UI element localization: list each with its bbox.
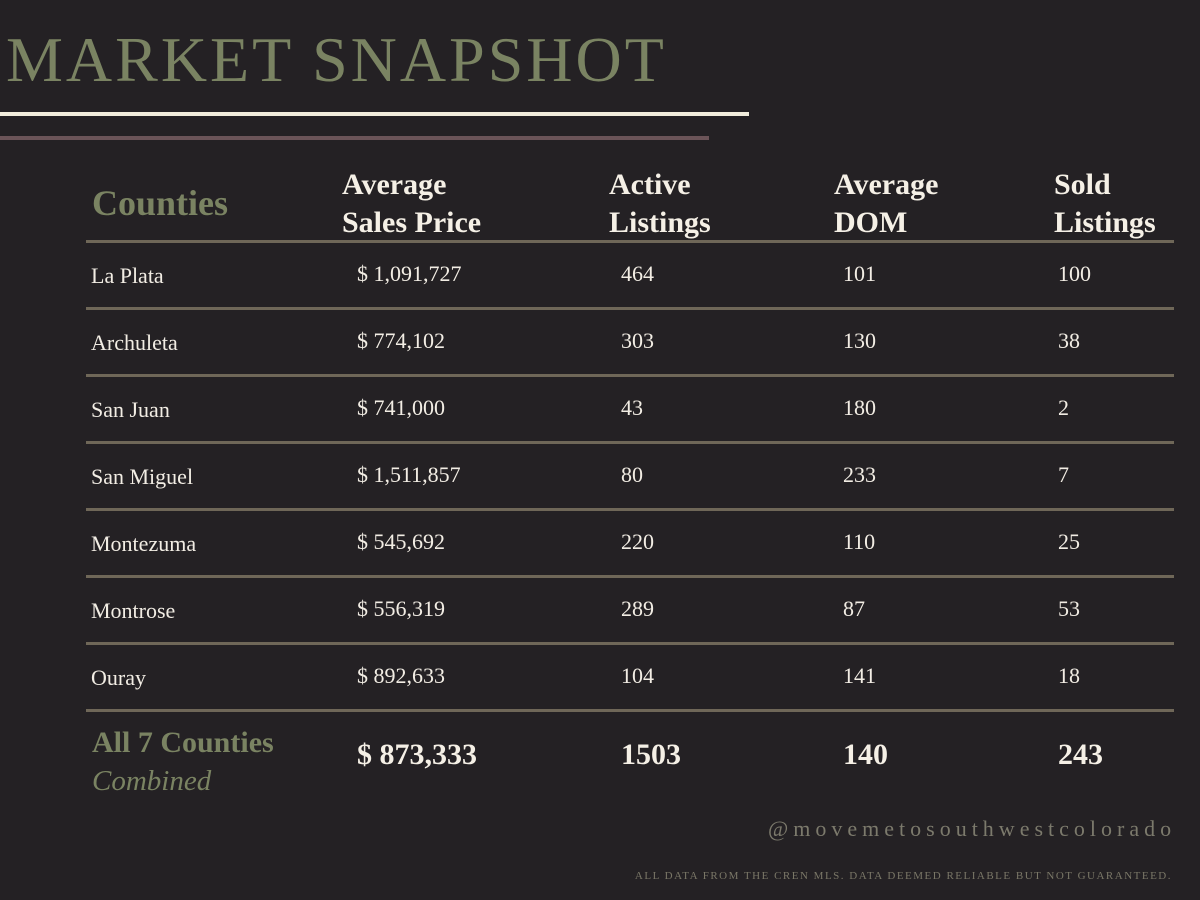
county-name: San Juan xyxy=(91,397,170,422)
average-dom: 180 xyxy=(843,395,876,420)
active-listings: 464 xyxy=(621,261,654,286)
county-name: Archuleta xyxy=(91,330,178,355)
average-dom: 87 xyxy=(843,596,865,621)
table-header: Counties Average Sales Price Active List… xyxy=(86,160,1174,243)
title-underline-mauve xyxy=(0,136,709,140)
active-listings: 289 xyxy=(621,596,654,621)
total-average-dom: 140 xyxy=(843,738,888,771)
average-dom: 101 xyxy=(843,261,876,286)
average-sales-price: $ 892,633 xyxy=(357,663,445,688)
sold-listings: 18 xyxy=(1058,663,1080,688)
table-row: San Miguel $ 1,511,857 80 233 7 xyxy=(86,444,1174,511)
table-row: La Plata $ 1,091,727 464 101 100 xyxy=(86,243,1174,310)
sold-listings: 2 xyxy=(1058,395,1069,420)
average-sales-price: $ 1,091,727 xyxy=(357,261,462,286)
total-row: All 7 Counties Combined $ 873,333 1503 1… xyxy=(86,712,1174,802)
header-counties: Counties xyxy=(92,183,229,223)
header-average-sales-price: Average Sales Price xyxy=(342,168,482,239)
average-dom: 233 xyxy=(843,462,876,487)
total-label: All 7 Counties Combined xyxy=(92,724,274,800)
header-active-listings: Active Listings xyxy=(609,168,711,239)
social-handle: @movemetosouthwestcolorado xyxy=(768,816,1177,841)
total-sold-listings: 243 xyxy=(1058,738,1103,771)
sold-listings: 38 xyxy=(1058,328,1080,353)
table-row: Archuleta $ 774,102 303 130 38 xyxy=(86,310,1174,377)
average-sales-price: $ 741,000 xyxy=(357,395,445,420)
total-average-sales-price: $ 873,333 xyxy=(357,738,477,771)
sold-listings: 25 xyxy=(1058,529,1080,554)
average-dom: 130 xyxy=(843,328,876,353)
total-label-sub: Combined xyxy=(92,765,212,797)
total-active-listings: 1503 xyxy=(621,738,681,771)
page-title: MARKET SNAPSHOT xyxy=(6,24,667,95)
average-sales-price: $ 774,102 xyxy=(357,328,445,353)
active-listings: 220 xyxy=(621,529,654,554)
sold-listings: 7 xyxy=(1058,462,1069,487)
county-name: Montrose xyxy=(91,598,176,623)
average-sales-price: $ 556,319 xyxy=(357,596,445,621)
title-underline-cream xyxy=(0,112,749,116)
data-disclaimer: ALL DATA FROM THE CREN MLS. DATA DEEMED … xyxy=(634,870,1172,882)
table-row: San Juan $ 741,000 43 180 2 xyxy=(86,377,1174,444)
active-listings: 43 xyxy=(621,395,643,420)
county-name: Montezuma xyxy=(91,531,197,556)
header-sold-listings: Sold Listings xyxy=(1054,168,1156,239)
active-listings: 104 xyxy=(621,663,654,688)
average-dom: 141 xyxy=(843,663,876,688)
sold-listings: 53 xyxy=(1058,596,1080,621)
sold-listings: 100 xyxy=(1058,261,1091,286)
active-listings: 80 xyxy=(621,462,643,487)
active-listings: 303 xyxy=(621,328,654,353)
average-dom: 110 xyxy=(843,529,876,554)
county-name: La Plata xyxy=(91,263,164,288)
table-row: Montezuma $ 545,692 220 110 25 xyxy=(86,511,1174,578)
table-row: Montrose $ 556,319 289 87 53 xyxy=(86,578,1174,645)
average-sales-price: $ 1,511,857 xyxy=(357,462,461,487)
table-row: Ouray $ 892,633 104 141 18 xyxy=(86,645,1174,712)
county-name: San Miguel xyxy=(91,464,194,489)
market-table: Counties Average Sales Price Active List… xyxy=(86,160,1174,802)
total-label-main: All 7 Counties xyxy=(92,726,274,759)
average-sales-price: $ 545,692 xyxy=(357,529,445,554)
county-name: Ouray xyxy=(91,665,146,690)
header-average-dom: Average DOM xyxy=(834,168,939,239)
